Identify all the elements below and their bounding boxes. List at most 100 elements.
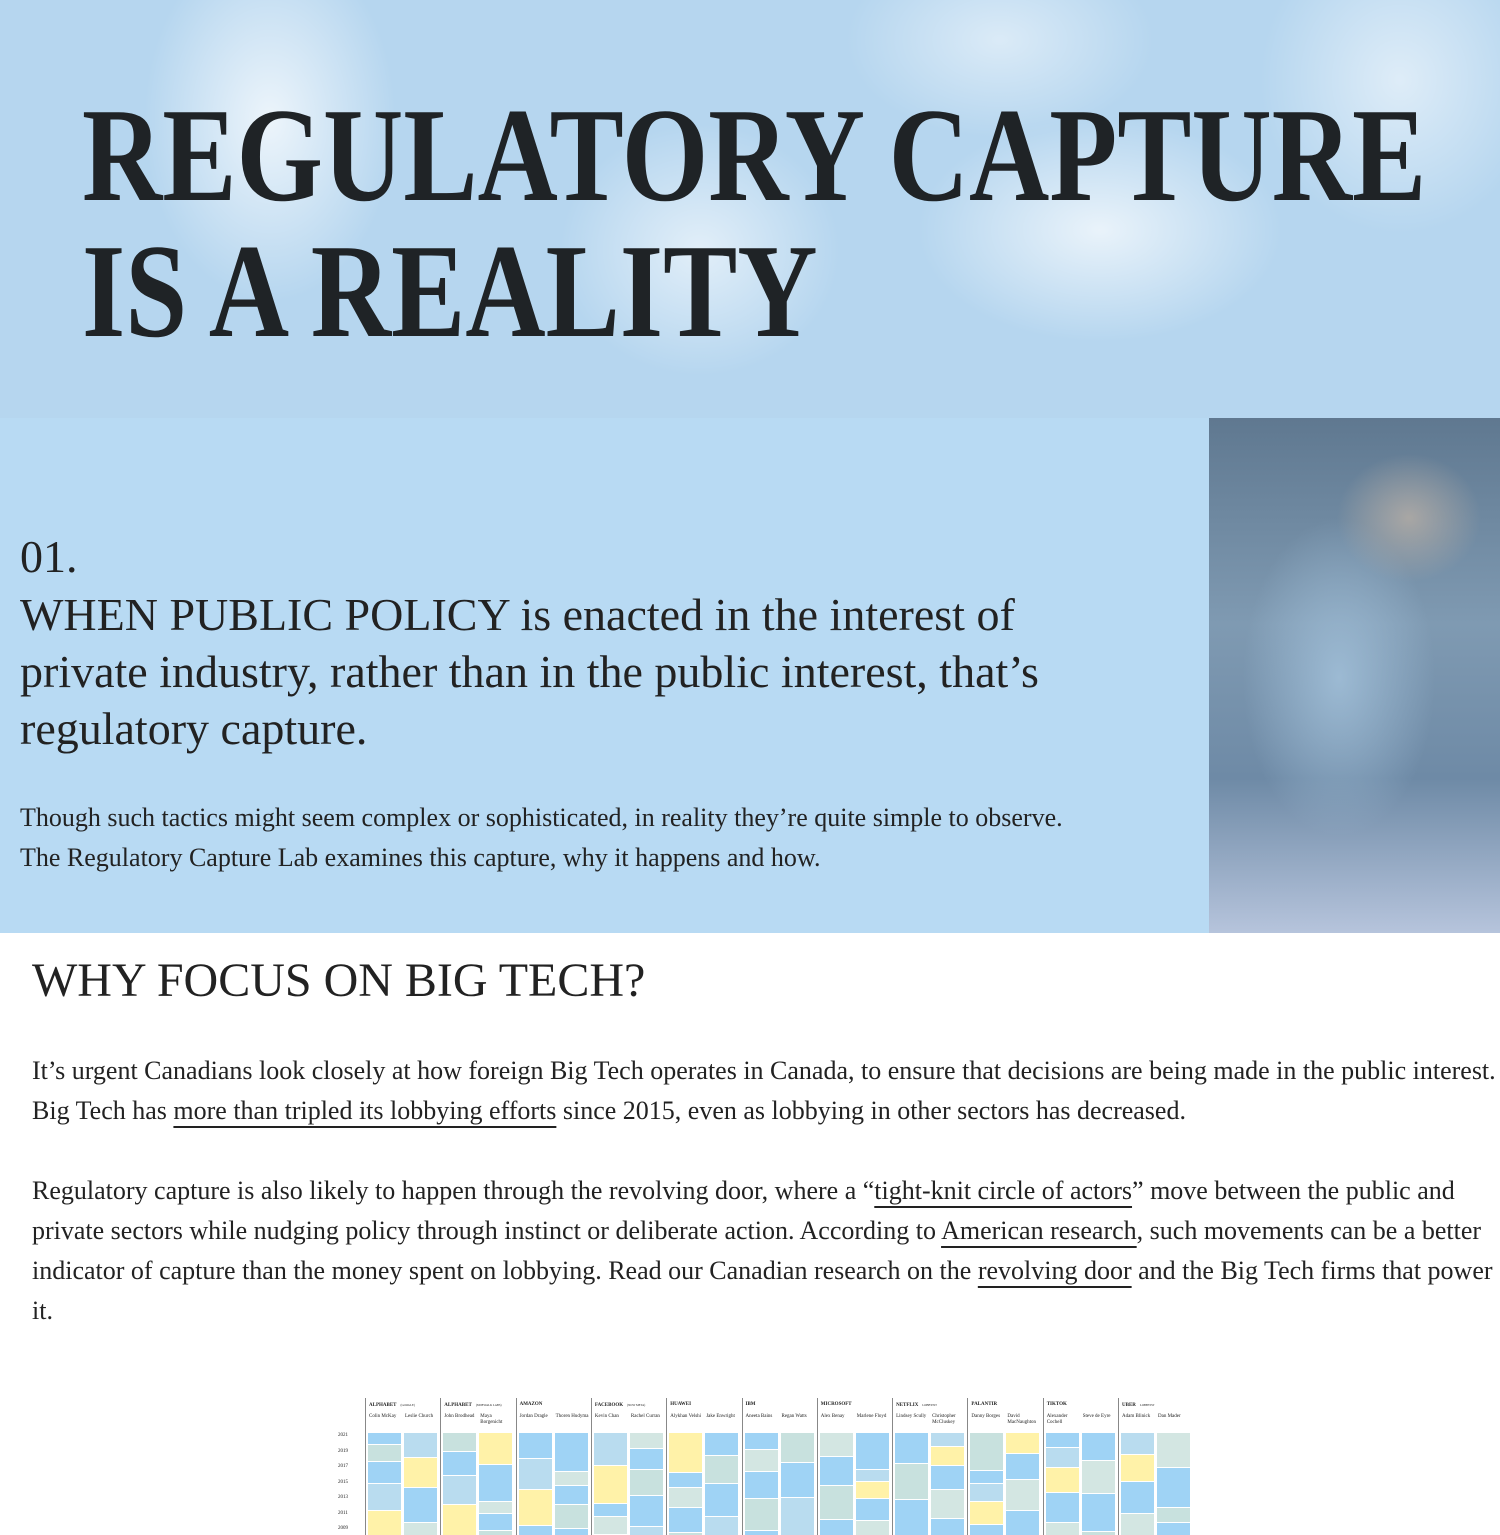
timeline-block bbox=[443, 1476, 477, 1504]
timeline-block bbox=[1045, 1468, 1079, 1492]
timeline-block bbox=[368, 1462, 401, 1483]
timeline-block bbox=[629, 1496, 663, 1526]
timeline-block bbox=[1081, 1461, 1115, 1493]
company-column: AMAZON Jordan Dragle Thoren Hudyma bbox=[515, 1398, 592, 1535]
year-label: 2015 bbox=[338, 1479, 348, 1485]
company-name: UBER LOBBYIST bbox=[1122, 1403, 1155, 1408]
person-name: Regan Watts bbox=[781, 1414, 807, 1419]
text-link[interactable]: revolving door bbox=[977, 1256, 1132, 1285]
timeline-block bbox=[931, 1519, 965, 1535]
hero-title: IS A REALITY bbox=[82, 217, 818, 365]
person-name: Thoren Hudyma bbox=[555, 1414, 589, 1419]
timeline-block bbox=[819, 1433, 853, 1456]
person-name: Leslie Church bbox=[405, 1414, 434, 1419]
person-name: Dan Mader bbox=[1158, 1414, 1181, 1419]
timeline-block bbox=[518, 1459, 552, 1489]
person-name: Alexander Cochell bbox=[1046, 1414, 1068, 1425]
company-column: ALPHABET (SIDEWALK LABS) John Brodhead Maya… bbox=[440, 1398, 516, 1535]
person-name: Colin McKay bbox=[369, 1414, 397, 1419]
timeline-block bbox=[931, 1447, 965, 1465]
text: It’s urgent Canadians look closely at ho… bbox=[32, 1056, 1496, 1125]
person-name: Adam Blinick bbox=[1122, 1414, 1151, 1419]
timeline-block bbox=[593, 1517, 627, 1534]
timeline-block bbox=[970, 1471, 1004, 1483]
text-link[interactable]: American research bbox=[941, 1216, 1137, 1245]
company-note: (GOOGLE) bbox=[400, 1403, 415, 1407]
company-column: FACEBOOK (NOW META) Kevin Chan Rachel Curra… bbox=[590, 1398, 667, 1535]
timeline-block bbox=[744, 1499, 778, 1530]
company-column: NETFLIX LOBBYIST Lindsey Scully Christopher… bbox=[892, 1398, 968, 1535]
timeline-block bbox=[1081, 1433, 1115, 1460]
timeline-block bbox=[1157, 1523, 1190, 1535]
intro-section: 01. WHEN PUBLIC POLICY is enacted in the… bbox=[0, 418, 1209, 933]
timeline-block bbox=[404, 1433, 437, 1457]
company-column: TIKTOK Alexander Cochell Steve de Eyre bbox=[1042, 1398, 1119, 1535]
timeline-block bbox=[593, 1504, 627, 1516]
company-name: MICROSOFT bbox=[820, 1402, 852, 1407]
timeline-block bbox=[819, 1520, 853, 1535]
timeline-block bbox=[931, 1490, 965, 1518]
text-link[interactable]: more than tripled its lobbying efforts bbox=[173, 1096, 557, 1125]
revolving-door-figure: 2021 2019 2017 2015 2013 2011 2009 ALPHABET (GOO… bbox=[338, 1398, 1198, 1535]
company-column: PALANTIR Danny Borges David MacNaughton bbox=[967, 1398, 1043, 1535]
timeline-block bbox=[1121, 1433, 1154, 1454]
timeline-block bbox=[1006, 1454, 1040, 1479]
text: since 2015, even as lobbying in other se… bbox=[556, 1096, 1186, 1125]
timeline-block bbox=[1081, 1532, 1115, 1535]
year-label: 2019 bbox=[338, 1448, 348, 1454]
section-heading: WHY FOCUS ON BIG TECH? bbox=[32, 954, 646, 1007]
timeline-block bbox=[895, 1500, 929, 1535]
timeline-block bbox=[1121, 1514, 1154, 1535]
timeline-block bbox=[629, 1527, 663, 1535]
timeline-block bbox=[518, 1433, 552, 1458]
company-name: PALANTIR bbox=[971, 1402, 998, 1407]
intro-heading: WHEN PUBLIC POLICY is enacted in the int… bbox=[20, 586, 1120, 757]
timeline-block bbox=[895, 1433, 929, 1463]
timeline-block bbox=[518, 1526, 552, 1535]
timeline-block bbox=[705, 1517, 739, 1535]
timeline-block bbox=[931, 1466, 965, 1489]
timeline-block bbox=[669, 1488, 703, 1507]
company-name: TIKTOK bbox=[1046, 1402, 1067, 1407]
timeline-block bbox=[669, 1433, 703, 1472]
company-note: (NOW META) bbox=[627, 1403, 646, 1407]
timeline-block bbox=[1157, 1468, 1190, 1507]
person-name: Christopher McCluskey bbox=[932, 1414, 956, 1425]
hero: REGULATORY CAPTURE IS A REALITY bbox=[0, 0, 1500, 418]
timeline-block bbox=[1006, 1433, 1040, 1453]
timeline-block bbox=[1081, 1494, 1115, 1531]
person-name: Kevin Chan bbox=[594, 1414, 619, 1419]
section-body: It’s urgent Canadians look closely at ho… bbox=[32, 1051, 1498, 1371]
timeline-block bbox=[1045, 1493, 1079, 1522]
person-name: Lindsey Scully bbox=[896, 1414, 927, 1419]
timeline-block bbox=[479, 1502, 513, 1513]
company-name: HUAWEI bbox=[670, 1402, 692, 1407]
text-link[interactable]: tight-knit circle of actors bbox=[874, 1176, 1133, 1205]
timeline-block bbox=[368, 1445, 401, 1461]
timeline-block bbox=[970, 1433, 1004, 1470]
year-label: 2021 bbox=[338, 1433, 348, 1438]
timeline-block bbox=[593, 1433, 627, 1465]
timeline-block bbox=[705, 1484, 739, 1516]
timeline-block bbox=[554, 1433, 588, 1471]
person-name: Steve de Eyre bbox=[1082, 1414, 1111, 1419]
timeline-block bbox=[629, 1433, 663, 1448]
timeline-block bbox=[855, 1433, 889, 1469]
timeline-block bbox=[669, 1473, 703, 1487]
section-number: 01. bbox=[20, 531, 78, 582]
timeline-block bbox=[1121, 1482, 1154, 1513]
company-note: LOBBYIST bbox=[1139, 1403, 1155, 1407]
heading-text: is enacted in the interest of private in… bbox=[20, 589, 1039, 754]
company-column: IBM Aneeta Bains Regan Watts bbox=[741, 1398, 818, 1535]
person-name: Jake Enwright bbox=[706, 1414, 735, 1419]
timeline-block bbox=[554, 1486, 588, 1504]
timeline-block bbox=[1121, 1455, 1154, 1481]
year-label: 2017 bbox=[338, 1464, 348, 1469]
company-column: MICROSOFT Alex Benay Marlene Floyd bbox=[816, 1398, 893, 1535]
timeline-block bbox=[443, 1433, 477, 1451]
timeline-block bbox=[593, 1466, 627, 1503]
timeline-block bbox=[1045, 1523, 1079, 1535]
timeline-block bbox=[1045, 1433, 1079, 1447]
company-name: AMAZON bbox=[519, 1402, 543, 1407]
timeline-block bbox=[479, 1465, 513, 1501]
